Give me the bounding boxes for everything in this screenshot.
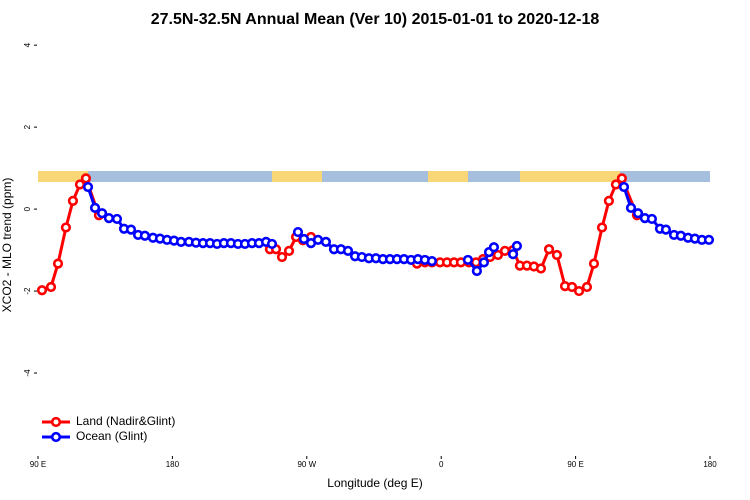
point (603, 195, 615, 207)
surface-band (38, 171, 710, 182)
point (175, 236, 187, 247)
point (581, 281, 593, 293)
point (139, 230, 151, 241)
point (488, 242, 500, 253)
point (320, 236, 332, 247)
point (52, 258, 64, 269)
point (551, 249, 563, 261)
point (36, 285, 48, 296)
point (266, 238, 278, 250)
point (426, 256, 438, 267)
point (543, 244, 555, 255)
point (125, 224, 137, 235)
point (96, 208, 108, 219)
legend-marker (50, 431, 62, 443)
point (298, 233, 310, 245)
y-axis-label: XCO2 - MLO trend (ppm) (0, 178, 14, 313)
point (111, 213, 123, 225)
point (646, 213, 658, 225)
y-tick-label: 2 (23, 124, 32, 129)
x-tick-label: 90 E (567, 460, 583, 469)
point (478, 257, 490, 268)
point (588, 258, 600, 269)
point (60, 222, 72, 233)
point (596, 222, 608, 233)
point (103, 213, 115, 224)
point (499, 245, 511, 257)
point (632, 208, 644, 219)
point (492, 249, 504, 261)
legend-label: Ocean (Glint) (76, 429, 147, 443)
legend-label: Land (Nadir&Glint) (76, 414, 175, 428)
y-tick-label: 0 (23, 206, 32, 211)
point (342, 245, 354, 257)
legend-marker (50, 416, 62, 428)
point (462, 254, 474, 266)
series-line (41, 175, 639, 293)
x-tick-label: 180 (703, 460, 717, 469)
point (511, 240, 523, 252)
point (625, 202, 637, 213)
point (45, 281, 57, 293)
point (276, 251, 288, 263)
x-tick-label: 180 (166, 460, 180, 469)
point (89, 202, 101, 213)
chart-title: 27.5N-32.5N Annual Mean (Ver 10) 2015-01… (151, 11, 600, 28)
x-tick-label: 0 (439, 460, 444, 469)
point (507, 249, 519, 260)
point (703, 234, 715, 245)
y-tick-label: -2 (23, 287, 32, 295)
point (82, 181, 94, 193)
point (80, 173, 92, 184)
point (660, 224, 672, 235)
point (471, 265, 482, 277)
point (292, 226, 304, 238)
point (283, 245, 295, 257)
y-tick-label: -4 (23, 369, 32, 377)
point (616, 173, 627, 184)
x-tick-label: 90 W (297, 460, 316, 469)
point (573, 285, 585, 297)
x-axis-label: Longitude (deg E) (327, 476, 422, 490)
y-tick-label: 4 (23, 42, 32, 47)
point (67, 195, 79, 207)
point (566, 281, 578, 293)
x-tick-label: 90 E (30, 460, 46, 469)
point (618, 181, 630, 193)
point (535, 263, 547, 274)
point (312, 234, 324, 245)
